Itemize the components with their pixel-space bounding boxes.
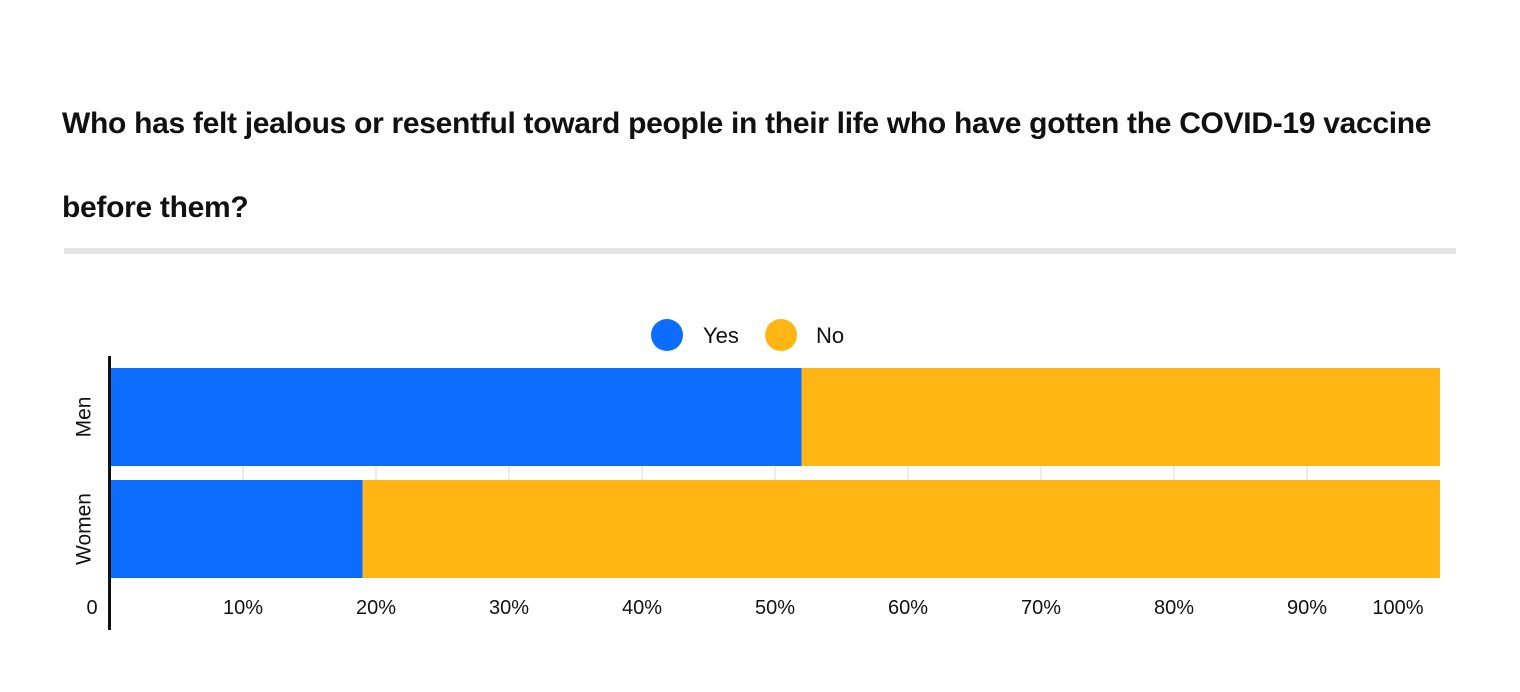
gridline-stub [508,466,510,480]
y-axis-line [108,356,111,630]
legend-swatch-no [765,319,797,351]
gridline-stub [774,466,776,480]
bar-women-no [362,480,1441,578]
x-tick-label: 70% [1021,597,1061,619]
x-tick-label: 20% [356,597,396,619]
x-axis: 0 10% 20% 30% 40% 50% 60% 70% 80% 90% 100% [86,597,1423,619]
x-tick-label: 80% [1154,597,1194,619]
x-tick-label: 0 [86,597,97,619]
x-tick-label: 90% [1287,597,1327,619]
legend: Yes No [651,319,844,351]
x-tick-label: 50% [755,597,795,619]
legend-swatch-yes [651,319,683,351]
y-axis: Men Women [73,356,111,630]
x-tick-label: 100% [1372,597,1423,619]
category-label-men: Men [73,397,96,438]
bar-men-no [801,368,1440,466]
gridline-stub [1306,466,1308,480]
x-tick-label: 10% [223,597,263,619]
bar-women-yes [110,480,363,578]
gridline-stub [375,466,377,480]
bars [110,368,1441,578]
legend-label-yes: Yes [703,323,739,348]
title-divider [64,248,1456,254]
gridline-stub [242,466,244,480]
chart-title: Who has felt jealous or resentful toward… [62,107,1432,224]
bar-men-yes [110,368,802,466]
gridline-stub [907,466,909,480]
x-tick-label: 60% [888,597,928,619]
x-tick-label: 30% [489,597,529,619]
gridline-stub [1040,466,1042,480]
category-label-women: Women [73,493,96,565]
x-tick-label: 40% [622,597,662,619]
gridline-stub [641,466,643,480]
legend-label-no: No [816,323,844,348]
gridline-stub [1173,466,1175,480]
